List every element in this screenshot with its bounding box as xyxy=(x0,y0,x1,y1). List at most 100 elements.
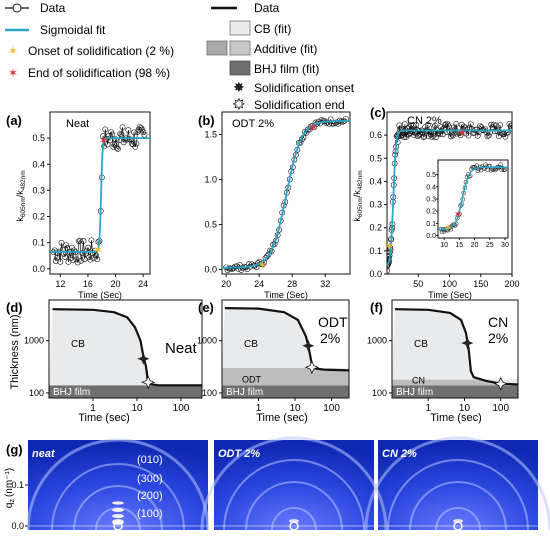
peak-200-label: (200) xyxy=(137,490,163,502)
y-tick-label: 100 xyxy=(372,388,387,398)
x-tick-label: 32 xyxy=(320,279,330,289)
fit-line xyxy=(50,137,150,253)
xray-neat-label: neat xyxy=(32,448,56,460)
panel-e-xlabel: Time (sec) xyxy=(256,412,308,424)
data-point xyxy=(85,244,91,251)
fit-line xyxy=(222,120,350,269)
data-point xyxy=(430,132,437,139)
x-tick-label: 16 xyxy=(83,279,93,289)
y-tick-label: 0.4 xyxy=(32,159,45,169)
data-point xyxy=(235,265,242,272)
data-point xyxy=(139,126,146,133)
inset-x-tick-label: 15 xyxy=(455,242,463,249)
x-tick-label: 50 xyxy=(413,279,423,289)
panel-d-title: Neat xyxy=(165,340,198,357)
data-point xyxy=(396,122,403,129)
data-point xyxy=(140,129,147,136)
panel-a-ylabel: k605nm/k482nm xyxy=(15,170,27,221)
data-point xyxy=(482,126,488,132)
panel-label-b: (b) xyxy=(198,113,215,128)
inset-data-point xyxy=(487,163,493,169)
end-marker: ✶ xyxy=(99,134,109,148)
thickness-ylabel: Thickness (nm) xyxy=(9,314,21,389)
bhj-band xyxy=(392,385,518,398)
data-point xyxy=(474,132,481,139)
x-tick-label: 28 xyxy=(287,279,297,289)
qz-tick-0-0: 0.0 xyxy=(11,521,24,531)
y-tick-label: 100 xyxy=(29,388,44,398)
plot-frame xyxy=(221,299,350,399)
y-tick-label: 1000 xyxy=(24,336,44,346)
legend-onset-icon: ✶ xyxy=(8,44,18,58)
additive-band xyxy=(392,379,518,386)
data-point xyxy=(113,144,120,151)
bhj-region-label: BHJ film xyxy=(53,387,90,398)
data-point xyxy=(112,136,119,143)
odt-region-label: ODT xyxy=(242,374,262,384)
data-point xyxy=(262,255,269,261)
data-point xyxy=(493,122,500,129)
plot-clip xyxy=(222,115,350,274)
lamellar-peak xyxy=(112,508,124,512)
x-tick-label: 12 xyxy=(55,279,65,289)
data-point xyxy=(77,237,83,244)
panel-b-title: ODT 2% xyxy=(232,118,274,130)
inset-data-point xyxy=(451,222,457,227)
y-tick-label: 0.5 xyxy=(204,220,217,230)
y-tick-label: 0.0 xyxy=(32,264,45,274)
x-tick-label: 1 xyxy=(256,403,262,414)
data-point xyxy=(94,256,101,263)
data-point xyxy=(509,126,512,132)
cb-area xyxy=(49,309,202,386)
diffraction-ring xyxy=(271,507,317,531)
inset-y-tick-label: 0.5 xyxy=(426,172,436,179)
data-point xyxy=(80,238,87,244)
data-point xyxy=(70,257,76,263)
x-tick-label: 150 xyxy=(473,279,488,289)
inset-y-tick-label: 0.3 xyxy=(426,197,436,204)
panel-c-title: CN 2% xyxy=(407,115,442,127)
data-point xyxy=(119,124,126,131)
y-tick-label: 0.0 xyxy=(204,265,217,275)
panel-label-a: (a) xyxy=(6,113,22,128)
panel-f-title-2: 2% xyxy=(488,330,508,346)
panel-b-xlabel: Time (Sec) xyxy=(264,290,308,300)
x-tick-label: 100 xyxy=(323,403,340,414)
data-point xyxy=(121,136,128,143)
data-point xyxy=(87,256,94,263)
plot-f: 1 10 100 100 1000 CB BHJ film CN xyxy=(367,299,519,414)
panel-a-xlabel: Time (Sec) xyxy=(78,290,122,300)
y-tick-label: 0.1 xyxy=(32,238,45,248)
diffraction-ring xyxy=(223,459,365,531)
y-tick-label: 0.2 xyxy=(369,223,382,233)
inset-x-tick-label: 10 xyxy=(440,242,448,249)
fit-line xyxy=(387,129,512,267)
lamellar-peak xyxy=(112,514,124,518)
legend-cb-label: CB (fit) xyxy=(254,22,291,36)
data-point xyxy=(115,145,121,152)
diffraction-ring xyxy=(387,459,529,531)
x-tick-label: 100 xyxy=(442,279,457,289)
inset-end-marker: ✶ xyxy=(454,210,462,221)
panel-label-e: (e) xyxy=(198,300,214,315)
cb-area xyxy=(392,309,518,385)
qz-ylabel: qz(nm⁻¹) xyxy=(4,468,16,508)
legend-fit-label: Sigmoidal fit xyxy=(40,23,106,37)
data-point xyxy=(93,252,99,259)
y-tick-label: 0.0 xyxy=(369,269,382,279)
data-point xyxy=(128,140,135,147)
panel-c-ylabel: k605nm/k482nm xyxy=(352,170,364,221)
end-star xyxy=(141,375,156,390)
x-tick-label: 10 xyxy=(289,403,301,414)
onset-marker: ✶ xyxy=(93,243,103,257)
data-point xyxy=(52,258,59,264)
bhj-band xyxy=(222,385,349,398)
panel-label-f: (f) xyxy=(370,300,383,315)
plot-a: 12 16 20 24 0.0 0.1 0.2 0.3 0.4 0.5 ✶ ✶ xyxy=(32,124,150,289)
legend-right-end-label: Solidification end xyxy=(254,98,345,112)
additive-band xyxy=(222,367,349,386)
diffraction-ring xyxy=(51,463,185,531)
x-tick-label: 100 xyxy=(492,403,509,414)
data-point xyxy=(132,143,139,150)
diffraction-ring xyxy=(409,481,507,531)
